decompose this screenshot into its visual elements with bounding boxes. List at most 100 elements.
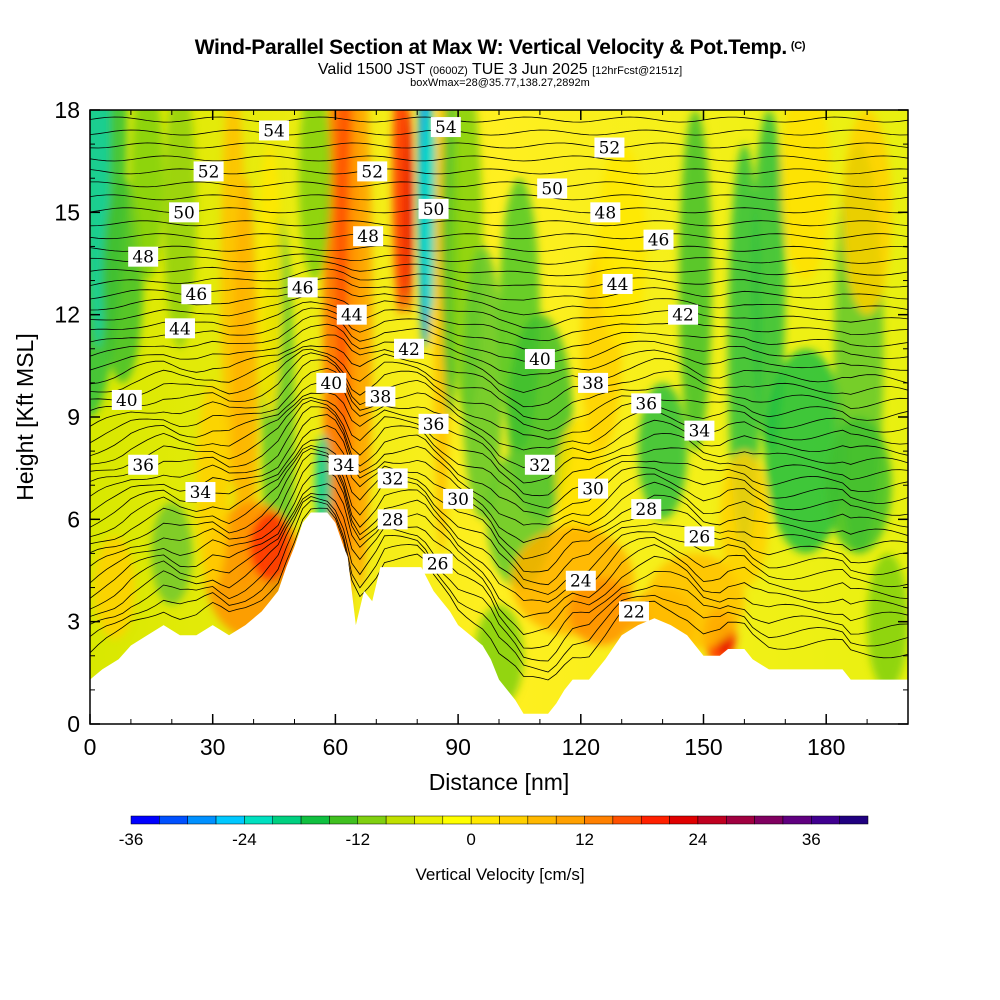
contour-label: 48: [353, 226, 384, 247]
isentrope-line: [90, 496, 908, 662]
svg-text:36: 36: [132, 456, 154, 476]
svg-text:24: 24: [570, 572, 592, 592]
svg-text:30: 30: [447, 490, 469, 510]
svg-text:48: 48: [132, 248, 154, 268]
y-tick-label: 15: [54, 199, 80, 225]
velocity-blob: [781, 110, 831, 281]
x-tick-label: 180: [807, 734, 845, 760]
colorbar-swatch: [187, 815, 217, 825]
y-tick-label: 18: [54, 97, 80, 123]
svg-text:34: 34: [689, 422, 711, 442]
isentrope-line: [90, 470, 908, 618]
svg-text:38: 38: [582, 374, 604, 394]
colorbar-swatch: [839, 815, 869, 825]
svg-text:44: 44: [341, 306, 363, 326]
isentrope-line: [90, 492, 908, 649]
contour-label: 36: [128, 454, 159, 476]
contour-label: 44: [602, 273, 633, 295]
contour-label: 44: [164, 318, 195, 339]
contour-label: 28: [631, 499, 662, 520]
contour-label: 22: [618, 601, 649, 622]
isentrope-line: [90, 323, 908, 377]
isentrope-line: [90, 142, 908, 149]
contour-label: 32: [524, 454, 555, 476]
svg-text:46: 46: [648, 231, 670, 251]
isentrope-line: [90, 359, 908, 440]
colorbar-tick-label: 36: [802, 830, 821, 849]
isentrope-line: [90, 307, 908, 353]
chart-title: Wind-Parallel Section at Max W: Vertical…: [194, 36, 806, 59]
svg-text:52: 52: [599, 139, 621, 159]
svg-text:40: 40: [529, 350, 551, 370]
contour-label: 54: [430, 117, 461, 138]
velocity-blob: [392, 110, 410, 315]
contour-label: 34: [684, 420, 715, 442]
contour-label: 42: [394, 338, 425, 360]
svg-text:52: 52: [361, 162, 383, 182]
contour-label: 48: [128, 246, 159, 268]
colorbar-swatch: [244, 815, 273, 825]
colorbar-swatch: [470, 815, 500, 825]
isentrope-line: [90, 277, 908, 301]
x-tick-label: 60: [323, 734, 349, 760]
isentrope-line: [90, 260, 908, 277]
isentrope-line: [90, 406, 908, 518]
isentrope-line: [90, 116, 908, 123]
colorbar-swatch: [442, 815, 472, 825]
contour-label: 52: [193, 161, 224, 182]
colorbar-tick-label: 12: [575, 830, 594, 849]
svg-text:44: 44: [169, 319, 191, 339]
svg-text:28: 28: [635, 500, 657, 520]
isentrope-line: [90, 453, 908, 595]
contour-label: 40: [111, 389, 142, 411]
svg-text:36: 36: [423, 415, 445, 435]
colorbar-swatch: [130, 815, 160, 825]
isentrope-line: [90, 220, 908, 227]
isentrope-line: [90, 245, 908, 252]
velocity-blob: [678, 110, 712, 452]
velocity-blob: [404, 110, 414, 315]
isentrope-line: [90, 414, 908, 526]
svg-text:40: 40: [320, 374, 342, 394]
svg-text:46: 46: [292, 278, 314, 298]
chart-subtitle-valid: Valid 1500 JST (0600Z) TUE 3 Jun 2025 [1…: [317, 61, 683, 78]
contour-label: 40: [316, 372, 347, 394]
colorbar-swatch: [215, 815, 245, 825]
velocity-blob: [826, 417, 892, 554]
colorbar-swatch: [499, 815, 529, 825]
contour-label: 50: [418, 198, 449, 220]
contour-label: 46: [181, 284, 212, 305]
contour-label: 46: [287, 277, 318, 298]
x-tick-label: 30: [200, 734, 226, 760]
svg-text:48: 48: [595, 203, 617, 223]
svg-text:34: 34: [190, 483, 212, 503]
isentrope-line: [90, 207, 908, 214]
contour-label: 30: [443, 488, 474, 510]
contour-label: 50: [537, 178, 568, 199]
contour-label: 24: [565, 570, 596, 592]
isentrope-line: [90, 295, 908, 329]
contour-label: 52: [594, 137, 625, 159]
x-tick-label: 0: [84, 734, 97, 760]
isentrope-line: [90, 460, 908, 603]
contour-label: 54: [259, 120, 290, 141]
svg-text:40: 40: [116, 391, 138, 411]
x-axis-label: Distance [nm]: [429, 769, 570, 795]
colorbar-swatch: [329, 815, 359, 825]
svg-text:50: 50: [423, 200, 445, 220]
contour-label: 40: [524, 349, 555, 370]
isentrope-line: [90, 348, 908, 420]
isentrope-line: [90, 425, 908, 543]
isentrope-line: [90, 181, 908, 188]
velocity-blob: [298, 110, 332, 281]
isentrope-line: [90, 194, 908, 201]
velocity-blob: [94, 536, 135, 639]
isentrope-line: [90, 168, 908, 175]
isentrope-line: [90, 345, 908, 408]
velocity-blob: [867, 553, 908, 690]
svg-text:38: 38: [370, 388, 392, 408]
svg-text:46: 46: [186, 285, 208, 305]
contour-label: 34: [328, 454, 359, 476]
